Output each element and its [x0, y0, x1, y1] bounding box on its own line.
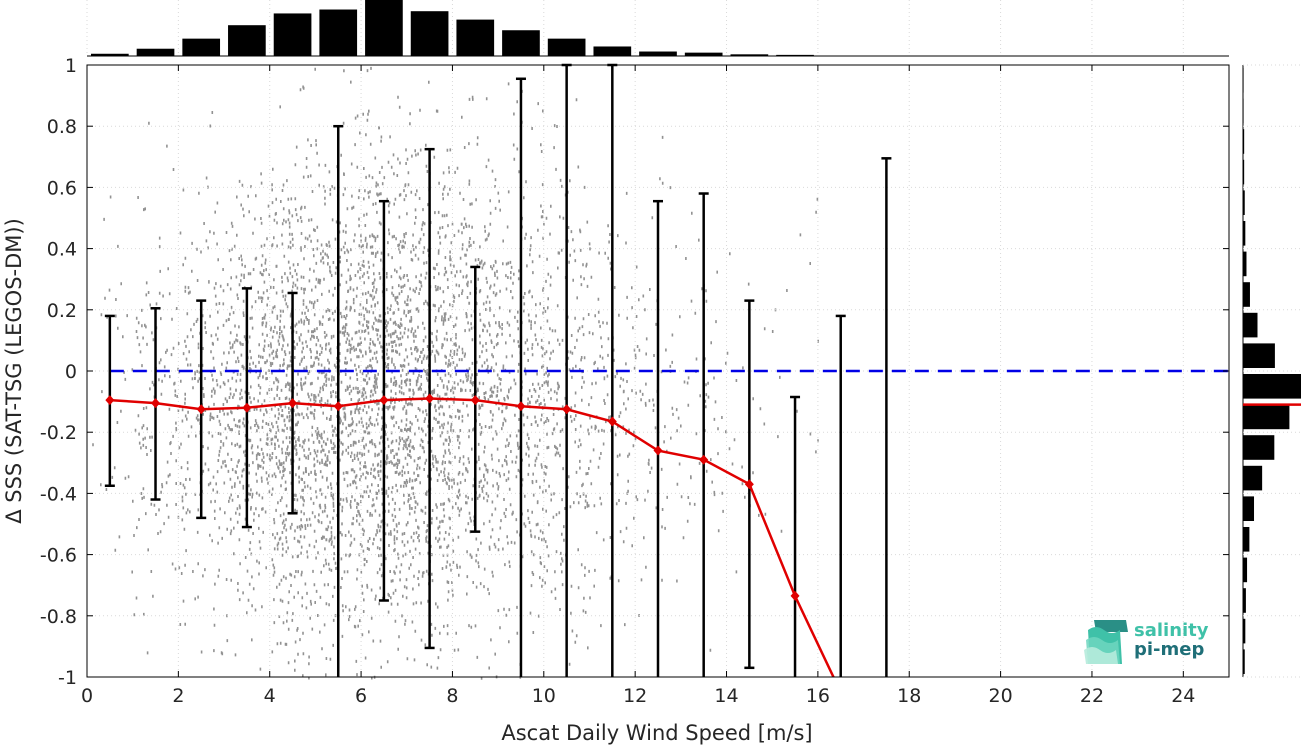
error-bar — [835, 314, 846, 677]
y-tick-label: 0.6 — [47, 177, 77, 199]
logo-wave-icon — [1084, 620, 1128, 664]
right-hist-bar — [1243, 68, 1244, 93]
right-hist-bar — [1243, 221, 1246, 246]
y-axis-ticks: -1 -0.8 -0.6 -0.4 -0.2 0 0.2 0.4 0.6 0.8 1 — [40, 55, 1229, 689]
right-hist-bar — [1243, 618, 1246, 644]
scatter-points — [92, 66, 819, 680]
right-hist-bar — [1243, 251, 1247, 277]
mean-marker — [379, 395, 389, 406]
y-tick-label: 0.2 — [47, 300, 77, 322]
x-tick-label: 24 — [1171, 685, 1195, 707]
x-tick-label: 0 — [81, 685, 93, 707]
top-hist-bar — [228, 25, 266, 56]
right-hist-bar — [1243, 649, 1245, 674]
top-hist-bar — [91, 53, 129, 56]
right-hist-bar — [1243, 343, 1275, 368]
x-axis-ticks: 0 2 4 6 8 10 12 14 16 18 20 22 24 — [81, 65, 1195, 707]
right-hist-bar — [1243, 435, 1275, 460]
right-hist-bar — [1243, 129, 1245, 154]
y-tick-label: -1 — [58, 667, 77, 689]
x-axis-label: Ascat Daily Wind Speed [m/s] — [501, 721, 812, 745]
right-hist-bar — [1243, 159, 1245, 185]
top-histogram — [86, 0, 1229, 57]
top-hist-bar — [776, 54, 814, 56]
right-hist-bar — [1243, 496, 1255, 521]
x-tick-label: 16 — [806, 685, 830, 707]
top-hist-bar — [639, 51, 677, 56]
top-hist-bar — [684, 52, 723, 56]
x-tick-label: 18 — [897, 685, 921, 707]
x-tick-label: 10 — [532, 685, 556, 707]
scatter-cloud — [92, 66, 819, 680]
right-hist-bar — [1243, 588, 1246, 613]
mean-marker — [105, 395, 115, 406]
top-hist-bar — [319, 9, 358, 56]
y-tick-label: 0.8 — [47, 116, 77, 138]
error-bar — [698, 192, 709, 677]
top-hist-bar — [730, 54, 769, 56]
right-histogram — [1242, 64, 1301, 678]
y-tick-label: -0.6 — [40, 545, 77, 567]
x-tick-label: 12 — [623, 685, 647, 707]
logo-text-pi-mep: pi-mep — [1134, 639, 1205, 660]
binned-mean-series — [105, 393, 835, 677]
mean-marker — [607, 416, 617, 427]
error-bar — [790, 395, 801, 677]
mean-marker — [196, 404, 206, 415]
mean-marker — [151, 398, 161, 409]
y-tick-label: 0.4 — [47, 239, 77, 261]
mean-marker — [288, 398, 298, 409]
y-tick-label: 0 — [65, 361, 77, 383]
top-hist-bar — [456, 19, 495, 57]
x-tick-label: 22 — [1080, 685, 1104, 707]
right-hist-bar — [1243, 527, 1250, 552]
right-hist-bar — [1243, 557, 1248, 583]
mean-marker — [699, 454, 709, 465]
top-hist-bar — [502, 30, 540, 56]
logo-text-salinity: salinity — [1134, 620, 1209, 641]
salinity-pi-mep-logo: salinity pi-mep — [1084, 618, 1214, 668]
error-bar — [653, 199, 663, 677]
right-hist-bar — [1243, 465, 1263, 491]
error-bar — [515, 77, 526, 677]
mean-marker — [333, 401, 343, 412]
top-hist-bar — [593, 46, 632, 56]
y-axis-label: Δ SSS (SAT-TSG (LEGOS-DM)) — [2, 218, 26, 524]
mean-marker — [516, 401, 526, 412]
top-hist-bar — [365, 0, 403, 56]
right-hist-bar — [1243, 404, 1290, 430]
right-hist-bar — [1243, 312, 1258, 338]
mean-marker — [562, 404, 572, 415]
x-tick-label: 14 — [714, 685, 738, 707]
top-hist-bar — [273, 13, 312, 57]
top-hist-bar — [410, 11, 449, 56]
x-tick-label: 6 — [355, 685, 367, 707]
y-tick-label: -0.4 — [40, 483, 77, 505]
x-tick-label: 20 — [989, 685, 1013, 707]
top-hist-bar — [547, 38, 586, 56]
mean-marker — [744, 479, 754, 490]
mean-marker — [242, 402, 252, 413]
right-hist-bar — [1243, 190, 1245, 215]
mean-marker — [470, 395, 480, 406]
y-tick-label: -0.2 — [40, 422, 77, 444]
y-tick-label: -0.8 — [40, 606, 77, 628]
x-tick-label: 8 — [446, 685, 458, 707]
x-tick-label: 4 — [264, 685, 276, 707]
mean-marker — [790, 590, 800, 601]
mean-marker — [425, 393, 435, 404]
error-bars — [104, 63, 892, 677]
error-bar — [881, 157, 892, 677]
right-hist-bar — [1243, 98, 1244, 124]
top-hist-bar — [136, 48, 175, 56]
top-hist-bar — [182, 38, 221, 56]
right-hist-bar — [1243, 374, 1301, 399]
x-tick-label: 2 — [172, 685, 184, 707]
mean-marker — [653, 445, 663, 456]
y-tick-label: 1 — [65, 55, 77, 77]
right-hist-bar — [1243, 282, 1250, 307]
